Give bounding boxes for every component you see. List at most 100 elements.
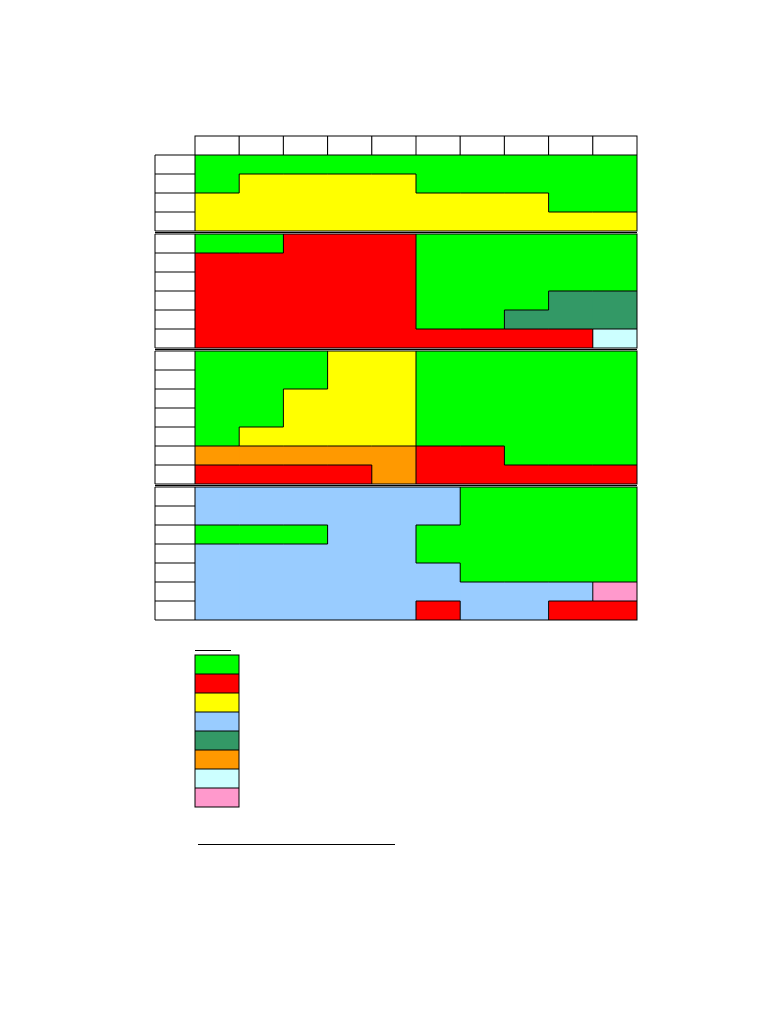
grid-cell [548,370,594,390]
header-cell [415,135,461,156]
header-cell [327,135,373,156]
grid-cell [371,601,417,621]
grid-cell [371,193,417,213]
legend-swatch [194,654,240,675]
grid-cell [504,272,550,292]
grid-cell [239,582,284,602]
grid-cell [327,389,373,409]
grid-cell [327,601,373,621]
grid-cell [592,408,638,428]
grid-cell [371,212,417,232]
grid-cell [416,272,461,292]
grid-cell [592,310,638,330]
grid-cell [371,582,417,602]
grid-cell [239,389,284,409]
grid-cell [592,272,638,292]
grid-cell [283,291,329,311]
grid-cell [548,234,594,254]
grid-cell [416,291,461,311]
grid-cell [239,446,284,466]
grid-cell [504,310,550,330]
header-cell [194,135,240,156]
grid-cell [327,174,373,194]
grid-cell [283,408,329,428]
grid-cell [195,370,240,390]
grid-cell [592,253,638,273]
grid-cell [327,370,373,390]
grid-cell [371,310,417,330]
grid-cell [371,253,417,273]
grid-cell [327,212,373,232]
grid-cell [504,544,550,564]
grid-cell [548,389,594,409]
grid-cell [239,370,284,390]
header-cell [238,135,284,156]
grid-cell [416,408,461,428]
grid-cell [239,487,284,507]
grid-cell [195,446,240,466]
grid-cell [239,234,284,254]
grid-cell [548,329,594,349]
grid-cell [283,212,329,232]
grid-cell [239,465,284,485]
legend-swatch [194,673,240,694]
grid-cell [371,544,417,564]
grid-cell [548,193,594,213]
grid-cell [239,351,284,371]
grid-cell [504,253,550,273]
grid-cell [371,155,417,175]
grid-cell [327,291,373,311]
grid-cell [460,174,505,194]
grid-cell [592,234,638,254]
grid-cell [504,370,550,390]
grid-cell [460,446,505,466]
grid-cell [592,427,638,447]
grid-cell [327,582,373,602]
grid-cell [592,291,638,311]
grid-cell [592,212,638,232]
grid-cell [283,234,329,254]
grid-cell [283,389,329,409]
grid-cell [416,389,461,409]
grid-cell [371,329,417,349]
legend-swatch [194,787,240,808]
grid-cell [416,351,461,371]
grid-cell [416,155,461,175]
grid-cell [283,272,329,292]
grid-cell [327,446,373,466]
grid-cell [239,291,284,311]
grid-cell [195,487,240,507]
grid-cell [592,487,638,507]
grid-cell [239,310,284,330]
grid-cell [416,446,461,466]
header-cell [548,135,594,156]
grid-cell [460,487,505,507]
grid-cell [592,465,638,485]
grid-cell [327,253,373,273]
grid-cell [239,253,284,273]
grid-cell [460,563,505,583]
grid-cell [239,563,284,583]
grid-cell [504,487,550,507]
grid-cell [239,427,284,447]
grid-cell [195,155,240,175]
grid-cell [504,427,550,447]
grid-cell [371,525,417,545]
grid-cell [460,253,505,273]
grid-cell [548,291,594,311]
grid-cell [371,291,417,311]
grid-cell [195,465,240,485]
grid-cell [327,193,373,213]
grid-cell [283,487,329,507]
grid-cell [371,427,417,447]
grid-cell [416,506,461,526]
grid-cell [195,253,240,273]
grid-cell [239,174,284,194]
grid-cell [283,506,329,526]
grid-cell [327,155,373,175]
grid-cell [327,329,373,349]
grid-cell [548,253,594,273]
grid-cell [195,506,240,526]
grid-cell [548,155,594,175]
grid-cell [195,310,240,330]
